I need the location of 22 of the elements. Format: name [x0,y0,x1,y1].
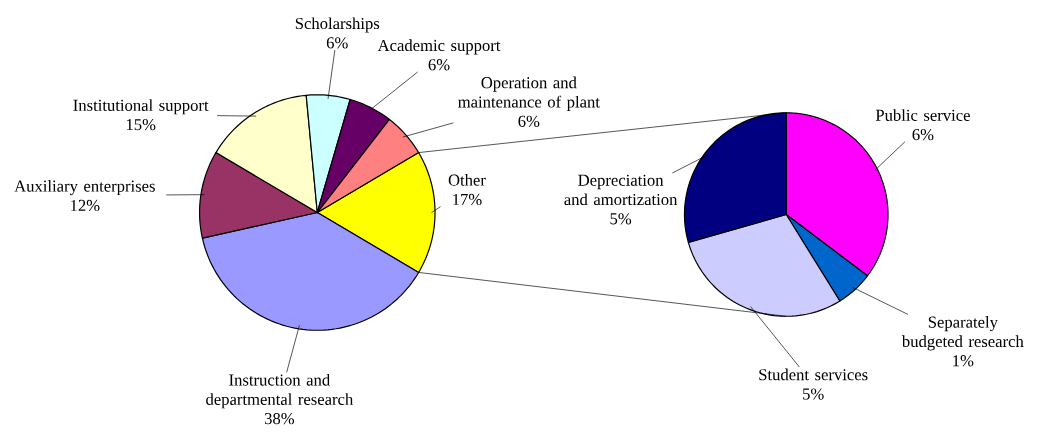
slice-label: Other [448,174,486,186]
data-label: 6% [428,59,450,71]
slice-label: Student services [759,368,868,381]
data-label: 6% [326,37,348,49]
data-label: 12% [71,199,100,212]
data-label: 15% [126,118,156,131]
data-label: 5% [803,388,824,400]
data-label: 1% [953,355,974,367]
slice-label: Academic support [377,39,501,55]
data-label: 5% [610,213,632,225]
data-label: 38% [264,412,295,425]
slice-label: Separately budgeted research [901,316,1024,351]
slice-label: Operation and maintenance of plant [458,76,600,111]
slice-label: Institutional support [73,99,209,115]
data-label: 6% [912,128,934,141]
slice-label: Public service [875,109,970,121]
slice-label: Auxiliary enterprises [14,180,155,196]
data-label: 6% [518,115,540,127]
slice-label: Scholarships [295,17,380,33]
slice-label: Depreciation and amortization [564,174,678,206]
slice-label: Instruction and departmental research [206,373,354,409]
data-label: 17% [453,193,482,206]
